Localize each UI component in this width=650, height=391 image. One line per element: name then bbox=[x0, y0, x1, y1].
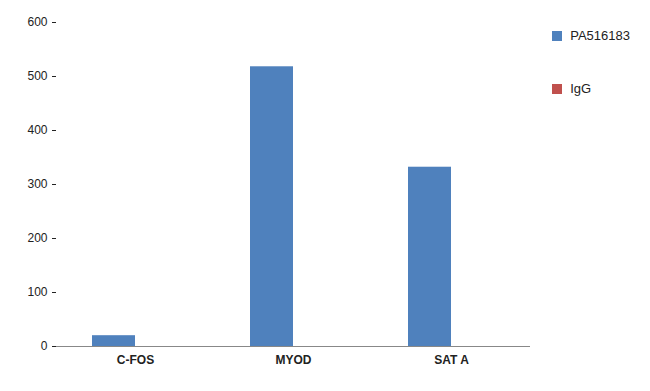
svg-text:0: 0 bbox=[41, 339, 48, 353]
svg-text:300: 300 bbox=[27, 177, 47, 191]
html-text:IgG: IgG bbox=[570, 81, 592, 96]
svg-text:500: 500 bbox=[27, 69, 47, 83]
svg-text:100: 100 bbox=[27, 285, 47, 299]
svg-text:MYOD: MYOD bbox=[276, 353, 312, 367]
html-text:PA516183: PA516183 bbox=[570, 28, 630, 43]
svg-text:400: 400 bbox=[27, 123, 47, 137]
svg-text:600: 600 bbox=[27, 15, 47, 29]
svg-text:C-FOS: C-FOS bbox=[117, 353, 154, 367]
svg-text:SAT A: SAT A bbox=[434, 353, 469, 367]
svg-text:200: 200 bbox=[27, 231, 47, 245]
